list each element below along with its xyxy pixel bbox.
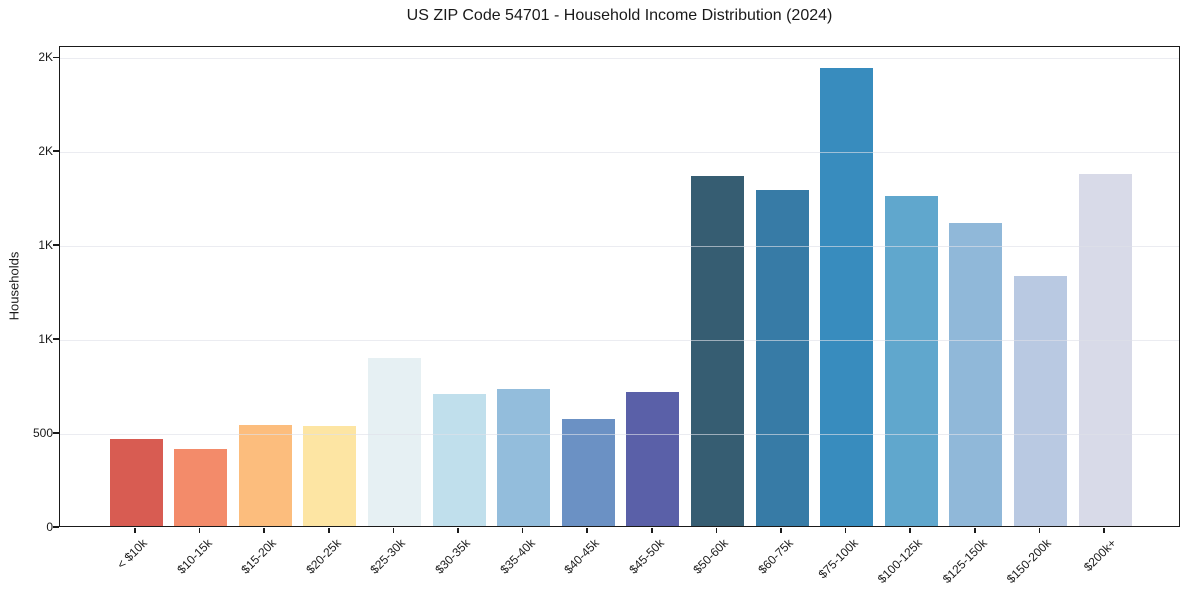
x-tick-mark xyxy=(586,528,588,533)
bar-$60-75k xyxy=(755,189,809,526)
x-tick-mark xyxy=(457,528,459,533)
y-tick-mark xyxy=(53,338,59,340)
bar-< $10k xyxy=(109,438,163,526)
x-tick-mark xyxy=(651,528,653,533)
chart-title: US ZIP Code 54701 - Household Income Dis… xyxy=(406,7,833,24)
bar-$40-45k xyxy=(561,418,615,526)
x-tick-mark xyxy=(844,528,847,533)
bar-$45-50k xyxy=(626,391,680,526)
y-tick-label: 2K xyxy=(38,50,53,65)
bar-$15-20k xyxy=(238,424,292,526)
x-tick-mark xyxy=(263,528,265,533)
y-tick-label: 1K xyxy=(38,332,53,347)
plot-area xyxy=(59,46,1180,527)
x-tick-mark xyxy=(328,528,330,533)
x-tick-mark xyxy=(909,528,911,533)
y-tick-label: 1K xyxy=(38,238,53,253)
y-tick-mark xyxy=(53,150,59,152)
x-tick-mark xyxy=(521,528,524,533)
x-tick-mark xyxy=(974,528,976,533)
x-tick-mark xyxy=(1038,528,1041,533)
bar-$50-60k xyxy=(690,175,744,526)
x-tick-mark xyxy=(715,528,718,533)
bar-$10-15k xyxy=(174,448,228,526)
y-tick-mark xyxy=(53,244,59,246)
y-tick-label: 2K xyxy=(38,144,53,159)
bar-$75-100k xyxy=(820,67,874,526)
x-tick-mark xyxy=(198,528,201,533)
x-tick-mark xyxy=(134,528,136,533)
bar-$25-30k xyxy=(367,357,421,526)
bar-$100-125k xyxy=(884,196,938,526)
y-tick-mark xyxy=(53,526,59,528)
bar-$150-200k xyxy=(1013,276,1067,526)
y-tick-mark xyxy=(53,432,59,434)
y-tick-label: 500 xyxy=(32,426,53,441)
bars-layer xyxy=(60,47,1179,526)
y-tick-mark xyxy=(53,56,59,59)
bar-$30-35k xyxy=(432,394,486,526)
y-tick-label: 0 xyxy=(46,520,53,534)
bar-$20-25k xyxy=(303,426,357,526)
x-tick-mark xyxy=(392,528,395,533)
bar-$125-150k xyxy=(949,222,1003,526)
bar-$200k+ xyxy=(1078,173,1132,526)
x-tick-label: < $10k xyxy=(114,536,150,572)
bar-$35-40k xyxy=(497,388,551,526)
x-tick-mark xyxy=(780,528,782,533)
x-tick-mark xyxy=(1103,528,1105,533)
